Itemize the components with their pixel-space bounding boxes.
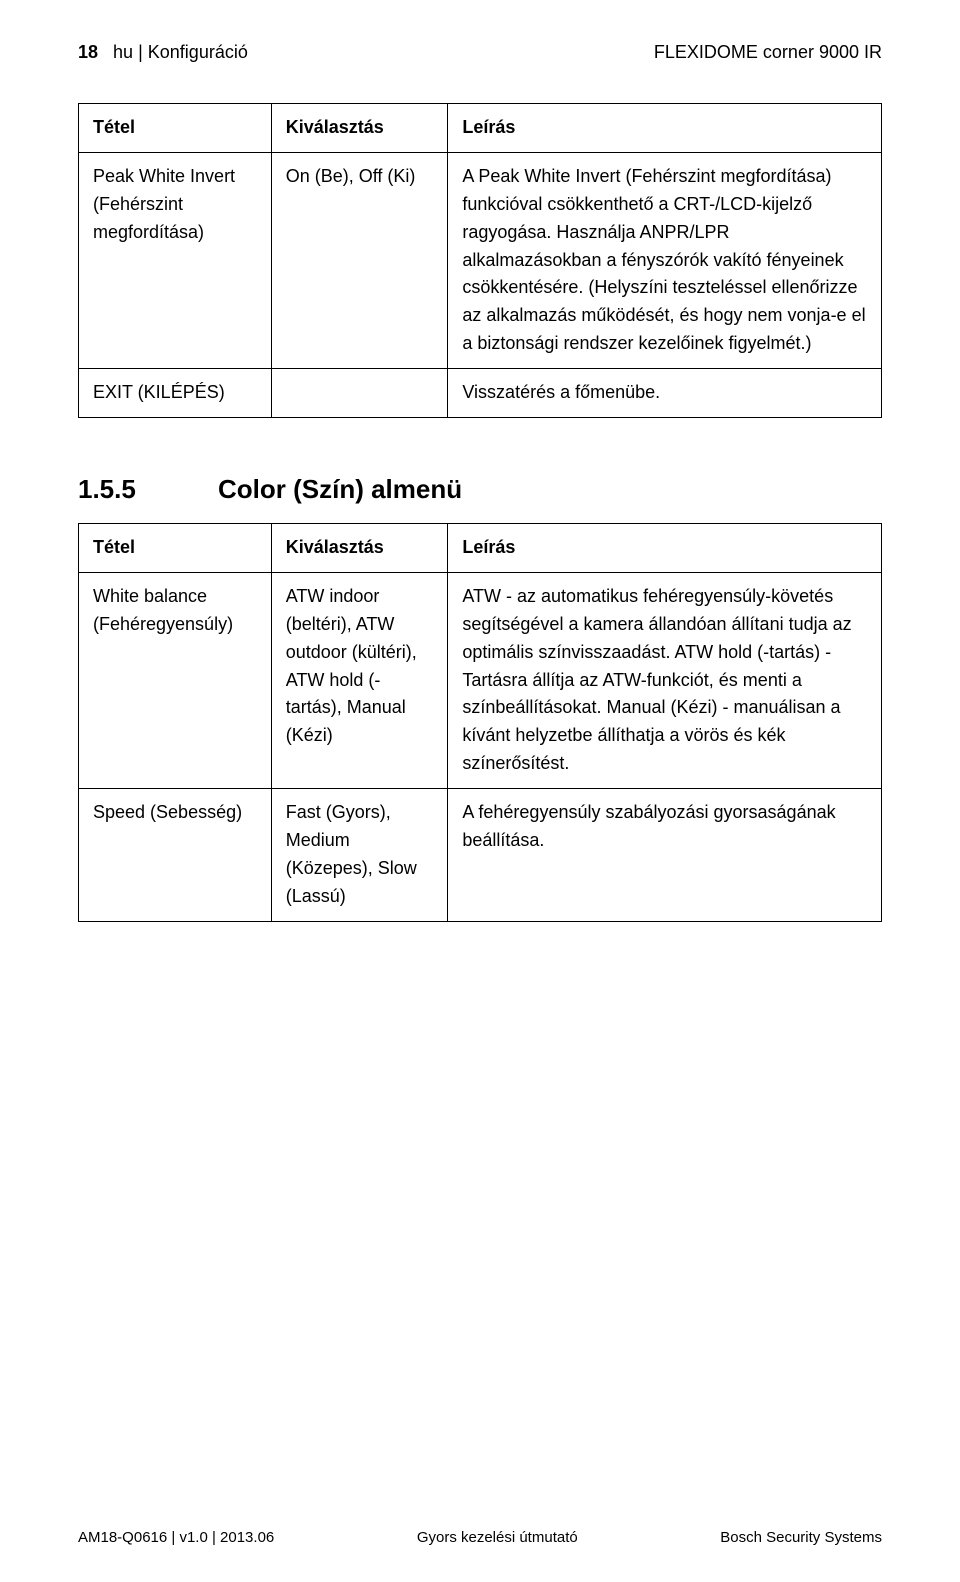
- page-number: 18: [78, 42, 98, 62]
- page-header: 18 hu | Konfiguráció FLEXIDOME corner 90…: [78, 42, 882, 63]
- cell-selection: [271, 369, 448, 418]
- section-number: 1.5.5: [78, 474, 218, 505]
- config-table-1: Tétel Kiválasztás Leírás Peak White Inve…: [78, 103, 882, 418]
- cell-item: Speed (Sebesség): [79, 789, 272, 922]
- header-product: FLEXIDOME corner 9000 IR: [654, 42, 882, 63]
- header-left: 18 hu | Konfiguráció: [78, 42, 248, 63]
- col-header-selection: Kiválasztás: [271, 524, 448, 573]
- cell-item: White balance (Fehéregyensúly): [79, 572, 272, 788]
- page-footer: AM18-Q0616 | v1.0 | 2013.06 Gyors kezelé…: [78, 1529, 882, 1546]
- header-section: Konfiguráció: [148, 42, 248, 62]
- cell-item: Peak White Invert (Fehérszint megfordítá…: [79, 152, 272, 368]
- col-header-description: Leírás: [448, 524, 882, 573]
- footer-center: Gyors kezelési útmutató: [417, 1529, 578, 1546]
- col-header-description: Leírás: [448, 104, 882, 153]
- cell-selection: On (Be), Off (Ki): [271, 152, 448, 368]
- table-header-row: Tétel Kiválasztás Leírás: [79, 104, 882, 153]
- table-row: White balance (Fehéregyensúly) ATW indoo…: [79, 572, 882, 788]
- cell-description: A fehéregyensúly szabályozási gyorsaságá…: [448, 789, 882, 922]
- col-header-item: Tétel: [79, 104, 272, 153]
- config-table-2: Tétel Kiválasztás Leírás White balance (…: [78, 523, 882, 922]
- table-header-row: Tétel Kiválasztás Leírás: [79, 524, 882, 573]
- col-header-selection: Kiválasztás: [271, 104, 448, 153]
- table-row: Peak White Invert (Fehérszint megfordítá…: [79, 152, 882, 368]
- cell-description: ATW - az automatikus fehéregyensúly-köve…: [448, 572, 882, 788]
- page: 18 hu | Konfiguráció FLEXIDOME corner 90…: [0, 0, 960, 1582]
- footer-left: AM18-Q0616 | v1.0 | 2013.06: [78, 1529, 274, 1546]
- cell-item: EXIT (KILÉPÉS): [79, 369, 272, 418]
- table-row: Speed (Sebesség) Fast (Gyors), Medium (K…: [79, 789, 882, 922]
- header-sep: |: [138, 42, 148, 62]
- cell-description: Visszatérés a főmenübe.: [448, 369, 882, 418]
- table-row: EXIT (KILÉPÉS) Visszatérés a főmenübe.: [79, 369, 882, 418]
- cell-selection: Fast (Gyors), Medium (Közepes), Slow (La…: [271, 789, 448, 922]
- section-title: Color (Szín) almenü: [218, 474, 462, 505]
- col-header-item: Tétel: [79, 524, 272, 573]
- header-lang: hu: [113, 42, 133, 62]
- cell-selection: ATW indoor (beltéri), ATW outdoor (külté…: [271, 572, 448, 788]
- cell-description: A Peak White Invert (Fehérszint megfordí…: [448, 152, 882, 368]
- section-heading: 1.5.5 Color (Szín) almenü: [78, 474, 882, 505]
- footer-right: Bosch Security Systems: [720, 1529, 882, 1546]
